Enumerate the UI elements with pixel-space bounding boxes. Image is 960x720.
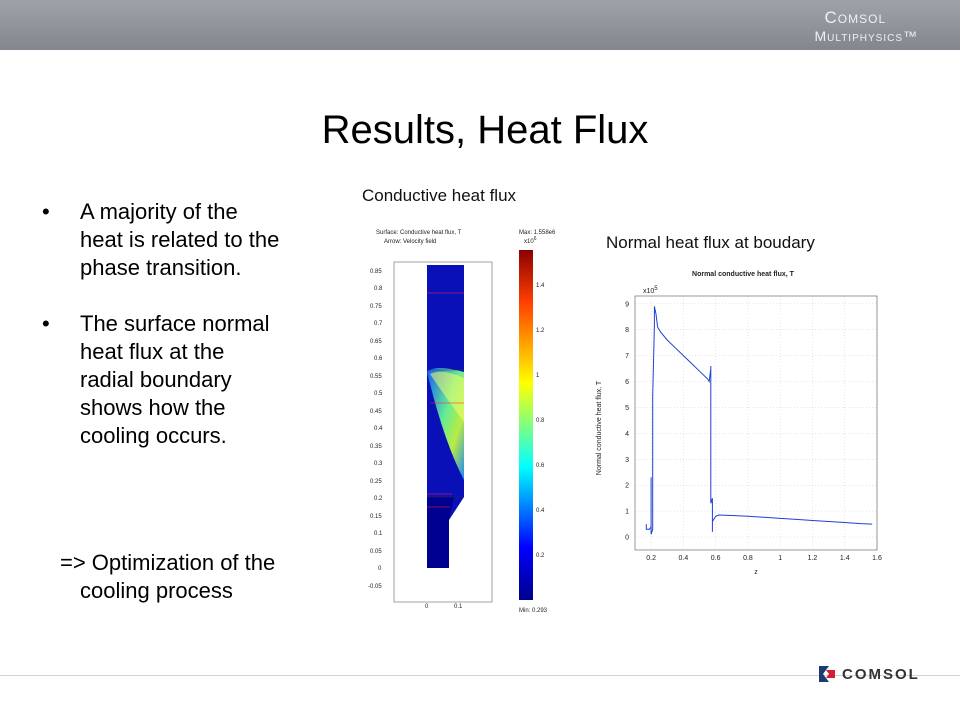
y-tick-label: 6 [625,379,629,386]
heat-flux-surface-plot: Surface: Conductive heat flux, T Arrow: … [368,230,556,614]
brand-line1: Comsol [824,8,887,27]
bullet-line: heat is related to the [80,227,280,252]
bullet-item: • The surface normal heat flux at the ra… [34,310,334,450]
domain-inner-dark [427,497,454,568]
y-axis-label: Normal conductive heat flux, T [596,380,603,475]
chart-title: Normal conductive heat flux, T [692,271,795,278]
colorbar-exponent: x106 [524,236,537,245]
y-tick-label: 0.75 [370,304,382,310]
y-tick-label: 0.6 [374,356,383,362]
conclusion-line1: => Optimization of the [60,550,276,575]
x-tick-label: 1.6 [872,555,882,562]
figure2-caption: Normal heat flux at boudary [606,233,815,252]
brand-line2: Multiphysics™ [814,28,918,44]
y-tick-label: 0.4 [374,426,383,432]
bullet-line: heat flux at the [80,339,225,364]
normal-heat-flux-chart: Normal conductive heat flux, T x105 Norm… [596,271,882,576]
footer-bar [0,650,960,720]
y-tick-label: 0.45 [370,409,382,415]
chart-frame [634,295,878,551]
header-bar: Comsol Multiphysics™ [0,0,960,50]
plot-frame [393,261,493,603]
y-tick-label: 0.35 [370,444,382,450]
comsol-logo-icon [819,666,835,682]
bullet-symbol: • [42,311,50,336]
x-tick-label: 0 [425,604,429,610]
bullet-line: The surface normal [80,311,270,336]
x-tick-label: 0.4 [679,555,689,562]
colorbar-tick-label: 0.2 [536,553,545,559]
y-tick-label: 0 [625,535,629,542]
x-tick-label: 0.2 [646,555,656,562]
x-axis-ticks: 0 0.1 [425,604,463,610]
slide-title: Results, Heat Flux [321,108,649,152]
y-tick-label: 0.05 [370,549,382,555]
colorbar [519,250,533,600]
colorbar-tick-label: 0.4 [536,508,545,514]
x-tick-label: 0.6 [711,555,721,562]
y-tick-label: 0.25 [370,479,382,485]
y-tick-label: 9 [625,301,629,308]
y-tick-label: 8 [625,327,629,334]
y-axis-ticks: 0.85 0.8 0.75 0.7 0.65 0.6 0.55 0.5 0.45… [368,269,383,590]
brand-wordmark: Comsol Multiphysics™ [815,8,919,44]
hot-core [430,371,464,422]
y-tick-label: 0.1 [374,531,383,537]
comsol-logo-text: COMSOL [842,666,920,683]
y-tick-label: -0.05 [368,584,382,590]
y-tick-label: 3 [625,457,629,464]
bullet-line: cooling occurs. [80,423,227,448]
colorbar-max-label: Max: 1.558e6 [519,230,556,236]
y-tick-label: 0.8 [374,286,383,292]
figure1-header-line2: Arrow: Velocity field [384,239,436,245]
x-tick-label: 1.4 [840,555,850,562]
heat-flux-line [645,306,873,535]
y-tick-label: 0.5 [374,391,383,397]
bullet-line: radial boundary [80,367,232,392]
colorbar-tick-label: 0.6 [536,463,545,469]
colorbar-tick-label: 1 [536,373,540,379]
figure1-header-line1: Surface: Conductive heat flux, T [376,230,462,236]
y-tick-label: 0.7 [374,321,383,327]
y-tick-label: 1 [625,509,629,516]
x-tick-label: 0.1 [454,604,463,610]
y-tick-label: 4 [625,431,629,438]
y-axis-exponent: x105 [643,286,658,295]
colorbar-tick-label: 1.4 [536,283,545,289]
bullet-list: • A majority of the heat is related to t… [34,198,334,478]
y-tick-label: 2 [625,483,629,490]
x-axis-label: z [754,569,758,576]
conclusion-text: => Optimization of the cooling process [60,549,340,605]
colorbar-ticks: 1.4 1.2 1 0.8 0.6 0.4 0.2 [536,283,545,559]
y-tick-label: 0.85 [370,269,382,275]
y-tick-label: 0.3 [374,461,383,467]
y-tick-label: 0.15 [370,514,382,520]
x-tick-label: 1.2 [808,555,818,562]
x-tick-label: 0.8 [743,555,753,562]
colorbar-tick-label: 0.8 [536,418,545,424]
bullet-symbol: • [42,199,50,224]
colorbar-tick-label: 1.2 [536,328,545,334]
y-tick-label: 7 [625,353,629,360]
bullet-line: shows how the [80,395,226,420]
bullet-line: A majority of the [80,199,238,224]
y-tick-label: 0 [378,566,382,572]
figure1-caption: Conductive heat flux [362,186,517,205]
footer-divider [0,675,960,676]
chart-grid [635,296,878,550]
velocity-arrows [427,292,464,508]
conclusion-line2: cooling process [80,578,233,603]
y-tick-label: 0.65 [370,339,382,345]
y-tick-label: 0.2 [374,496,383,502]
bullet-line: phase transition. [80,255,242,280]
colorbar-min-label: Min: 0.293 [519,608,548,614]
x-tick-label: 1 [778,555,782,562]
y-tick-label: 0.55 [370,374,382,380]
bullet-item: • A majority of the heat is related to t… [34,198,334,282]
y-tick-label: 5 [625,405,629,412]
chart-ticks: 0.2 0.4 0.6 0.8 1 1.2 1.4 1.6 0 1 2 3 4 5 6 7 8 9 [625,301,882,562]
